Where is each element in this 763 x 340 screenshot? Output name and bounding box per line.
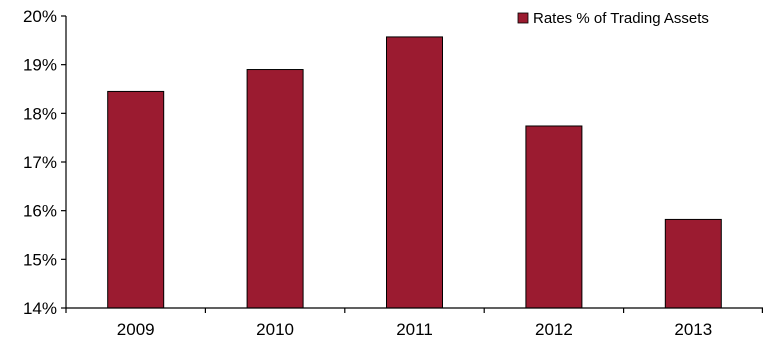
bar-2013 — [664, 218, 722, 309]
x-tick-label: 2011 — [396, 320, 433, 339]
x-ticks-group: 2009 2010 2011 2012 2013 — [65, 308, 763, 339]
bar-2009 — [107, 90, 165, 309]
y-tick-label: 20% — [23, 7, 57, 26]
x-tick-label: 2009 — [117, 320, 155, 339]
bar-2011 — [386, 36, 443, 309]
x-tick-label: 2013 — [674, 320, 712, 339]
x-tick-label: 2010 — [256, 320, 294, 339]
bars-group — [107, 36, 722, 309]
y-ticks-group: 14% 15% 16% 17% 18% 19% 20% — [23, 7, 66, 318]
x-tick-label: 2012 — [535, 320, 573, 339]
y-tick-label: 14% — [23, 299, 57, 318]
y-tick-label: 18% — [23, 104, 57, 123]
y-tick-label: 15% — [23, 250, 57, 269]
y-tick-label: 16% — [23, 202, 57, 221]
bar-2010 — [246, 69, 304, 309]
y-tick-label: 17% — [23, 153, 57, 172]
y-tick-label: 19% — [23, 56, 57, 75]
legend-swatch — [517, 12, 529, 24]
legend-label: Rates % of Trading Assets — [533, 10, 709, 27]
legend: Rates % of Trading Assets — [517, 10, 709, 27]
bar-2012 — [525, 125, 583, 309]
